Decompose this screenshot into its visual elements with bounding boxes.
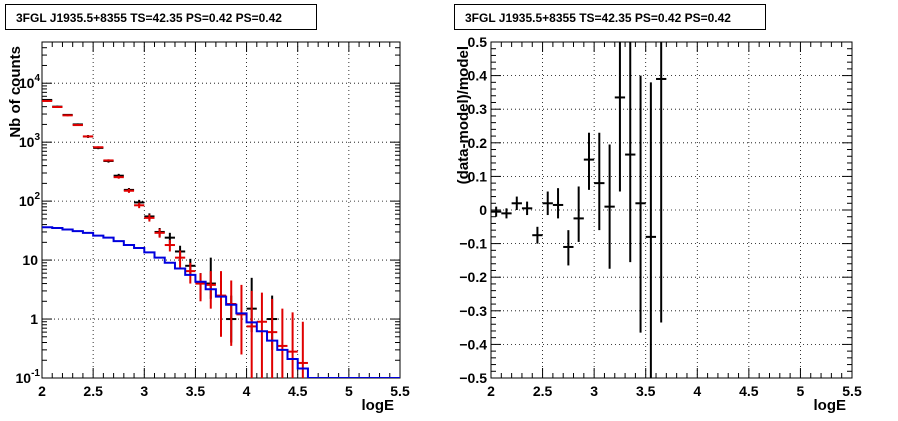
y-tick-label: 0.1	[468, 168, 488, 184]
x-tick-label: 5	[345, 383, 353, 399]
data-point	[491, 206, 502, 217]
y-tick-label: 0.3	[468, 101, 488, 117]
x-axis-label: logE	[814, 397, 847, 414]
y-tick-label: −0.4	[459, 336, 487, 352]
model-point	[52, 105, 63, 108]
x-tick-label: 4.5	[739, 383, 759, 399]
y-tick-label: 10-1	[16, 368, 41, 386]
y-tick-label: 102	[19, 191, 41, 209]
y-axis-label: Nb of counts	[7, 46, 24, 138]
y-tick-label: −0.2	[459, 269, 487, 285]
model-point	[277, 308, 288, 378]
data-point	[583, 132, 595, 190]
data-point	[532, 226, 543, 244]
data-point	[563, 230, 574, 266]
model-point	[93, 146, 104, 149]
y-tick-label: 0.2	[468, 135, 488, 151]
grid	[491, 42, 852, 378]
model-point	[267, 298, 278, 378]
model-point	[123, 188, 135, 193]
model-point	[164, 239, 175, 252]
data-point	[501, 208, 512, 219]
model-point	[113, 175, 124, 179]
y-tick-exponent: 2	[34, 191, 40, 202]
model-point	[134, 202, 145, 209]
data-point	[625, 42, 636, 263]
model-point	[144, 214, 155, 222]
model-point	[72, 124, 83, 127]
x-tick-label: 5.5	[390, 383, 410, 399]
model-point	[82, 135, 94, 138]
x-tick-label: 4	[243, 383, 251, 399]
model-point	[215, 271, 227, 337]
data-layer	[42, 98, 400, 378]
model-point	[195, 273, 206, 302]
x-tick-label: 3.5	[636, 383, 656, 399]
data-point	[656, 42, 667, 323]
model-point	[256, 292, 268, 378]
data-point	[635, 75, 646, 333]
y-tick-exponent: -1	[31, 368, 40, 379]
x-tick-label: 4.5	[288, 383, 308, 399]
y-tick-exponent: 4	[34, 73, 40, 84]
data-point	[511, 196, 522, 210]
x-tick-label: 3	[140, 383, 148, 399]
model-point	[236, 284, 247, 355]
x-tick-label: 3.5	[186, 383, 206, 399]
model-point	[62, 114, 73, 117]
model-point	[287, 312, 298, 378]
model-point	[297, 321, 308, 378]
model-point	[226, 280, 237, 346]
x-axis-label: logE	[362, 397, 395, 414]
y-tick-label: 0.4	[468, 68, 488, 84]
y-tick-label: 0	[479, 202, 487, 218]
y-tick-label: 1	[30, 311, 38, 327]
model-point	[154, 228, 165, 238]
residuals-panel-title: 3FGL J1935.5+8355 TS=42.35 PS=0.42 PS=0.…	[454, 4, 766, 30]
y-tick-label: −0.3	[459, 303, 487, 319]
x-tick-label: 2	[487, 383, 495, 399]
model-point	[103, 159, 114, 162]
x-tick-label: 3	[590, 383, 598, 399]
y-tick-label: 0.5	[468, 34, 488, 50]
data-point	[594, 132, 605, 231]
x-tick-label: 2.5	[83, 383, 103, 399]
data-point	[614, 42, 626, 192]
y-tick-label: −0.1	[459, 236, 487, 252]
y-tick-label: −0.5	[459, 370, 487, 386]
x-tick-label: 5.5	[842, 383, 862, 399]
y-axis-label: (data-model)/model	[455, 46, 472, 184]
counts-panel-title: 3FGL J1935.5+8355 TS=42.35 PS=0.42 PS=0.…	[5, 4, 317, 30]
model-source-histogram	[42, 226, 400, 378]
data-point	[542, 191, 553, 216]
x-tick-label: 4	[693, 383, 701, 399]
y-axis: −0.5 −0.4 −0.3 −0.2 −0.1 0 0.1 0.2 0.3 0.4 0.5(dat…	[455, 34, 852, 386]
model-point	[185, 262, 196, 284]
grid	[42, 42, 400, 378]
data-point	[604, 144, 615, 269]
data-point	[521, 201, 533, 216]
data-layer	[491, 42, 667, 378]
y-tick-label: 10	[22, 252, 38, 268]
model-point	[174, 250, 186, 268]
model-point	[246, 290, 257, 378]
x-tick-label: 2.5	[533, 383, 553, 399]
data-point	[573, 186, 584, 242]
x-tick-label: 5	[797, 383, 805, 399]
data-point	[552, 188, 564, 219]
y-tick-exponent: 3	[34, 132, 40, 143]
data-point	[645, 82, 657, 378]
x-tick-label: 2	[38, 383, 46, 399]
model-point	[42, 99, 53, 102]
